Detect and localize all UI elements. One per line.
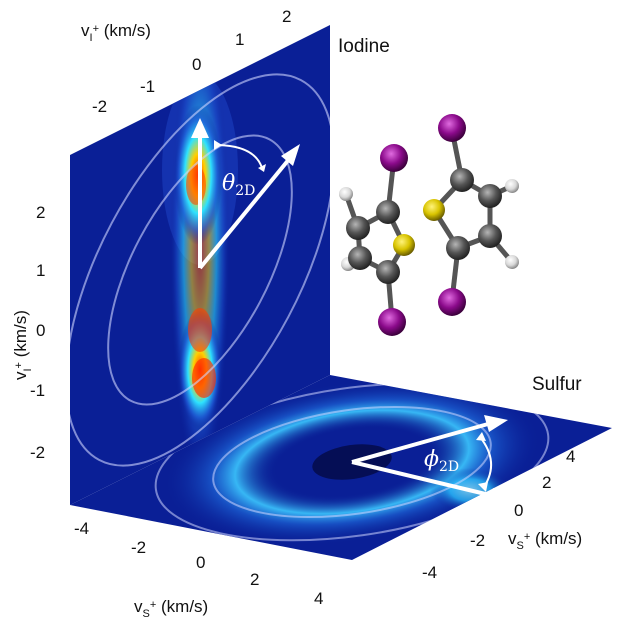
iodine-left-tick: -1 <box>30 381 45 400</box>
iodine-ring-outer <box>70 73 330 467</box>
sulfur-upper-arrowhead <box>484 415 508 432</box>
carbon-atom-icon <box>446 236 470 260</box>
iodine-atom-icon <box>380 144 408 172</box>
sulfur-bottom-tick: -2 <box>131 538 146 557</box>
iodine-panel: θ2D <box>70 25 330 505</box>
sulfur-ring-inner <box>212 405 492 519</box>
sulfur-atom-icon <box>393 234 415 256</box>
sulfur-atom-icon <box>423 199 445 221</box>
theta-arc <box>217 144 263 169</box>
sulfur-right-axis: 4 2 0 -2 -4 vS+ (km/s) <box>422 447 582 582</box>
sulfur-right-tick: 0 <box>514 501 523 520</box>
sulfur-right-tick: -4 <box>422 563 437 582</box>
iodine-top-tick: 2 <box>282 7 291 26</box>
iodine-atom-icon <box>438 288 466 316</box>
sulfur-upper-arrow-shaft <box>351 422 489 464</box>
iodine-left-tick: -2 <box>30 443 45 462</box>
iodine-left-axis: 2 1 0 -1 -2 vI+ (km/s) <box>11 203 45 462</box>
hydrogen-atom-icon <box>339 187 353 201</box>
sulfur-bottom-axis-label: vS+ (km/s) <box>134 597 208 620</box>
iodine-top-tick: 0 <box>192 55 201 74</box>
sulfur-bottom-tick: 2 <box>250 570 259 589</box>
iodine-left-tick: 0 <box>36 321 45 340</box>
iodine-top-tick: -1 <box>140 77 155 96</box>
iodine-top-axis: vI+ (km/s) -2 -1 0 1 2 <box>81 7 291 116</box>
carbon-atom-icon <box>346 216 370 240</box>
iodine-left-tick: 1 <box>36 261 45 280</box>
iodine-left-tick: 2 <box>36 203 45 222</box>
iodine-ring-inner <box>107 134 293 406</box>
iodine-atom-icon <box>378 308 406 336</box>
hydrogen-atom-icon <box>505 255 519 269</box>
sulfur-panel: ϕ2D <box>70 375 612 560</box>
molecule-right <box>423 114 519 316</box>
sulfur-right-tick: -2 <box>470 531 485 550</box>
hydrogen-atom-icon <box>505 179 519 193</box>
sulfur-bottom-tick: 0 <box>196 553 205 572</box>
iodine-atom-icon <box>438 114 466 142</box>
iodine-tilted-arrow-shaft <box>198 156 292 270</box>
sulfur-bottom-axis: -4 -2 0 2 4 vS+ (km/s) <box>74 519 323 620</box>
phi-label: ϕ2D <box>424 447 459 475</box>
iodine-vertical-arrowhead <box>191 118 209 138</box>
molecule-left <box>339 144 415 336</box>
carbon-atom-icon <box>376 260 400 284</box>
sulfur-ring-outer <box>154 382 550 542</box>
iodine-top-axis-label: vI+ (km/s) <box>81 21 151 44</box>
iodine-panel-label: Iodine <box>338 36 390 57</box>
iodine-left-axis-label: vI+ (km/s) <box>11 310 34 380</box>
sulfur-panel-label: Sulfur <box>532 374 582 395</box>
iodine-tilted-arrowhead <box>281 144 300 166</box>
iodine-top-tick: 1 <box>235 30 244 49</box>
carbon-atom-icon <box>348 246 372 270</box>
sulfur-right-tick: 4 <box>566 447 575 466</box>
theta-label: θ2D <box>222 171 255 199</box>
sulfur-lower-arrowhead <box>490 488 514 506</box>
sulfur-right-tick: 2 <box>542 473 551 492</box>
iodine-top-tick: -2 <box>92 97 107 116</box>
carbon-atom-icon <box>478 184 502 208</box>
sulfur-lower-arrow-shaft <box>351 460 499 499</box>
carbon-atom-icon <box>478 224 502 248</box>
carbon-atom-icon <box>376 200 400 224</box>
sulfur-bottom-tick: 4 <box>314 589 323 608</box>
sulfur-right-axis-label: vS+ (km/s) <box>508 529 582 552</box>
sulfur-bottom-tick: -4 <box>74 519 89 538</box>
carbon-atom-icon <box>450 168 474 192</box>
